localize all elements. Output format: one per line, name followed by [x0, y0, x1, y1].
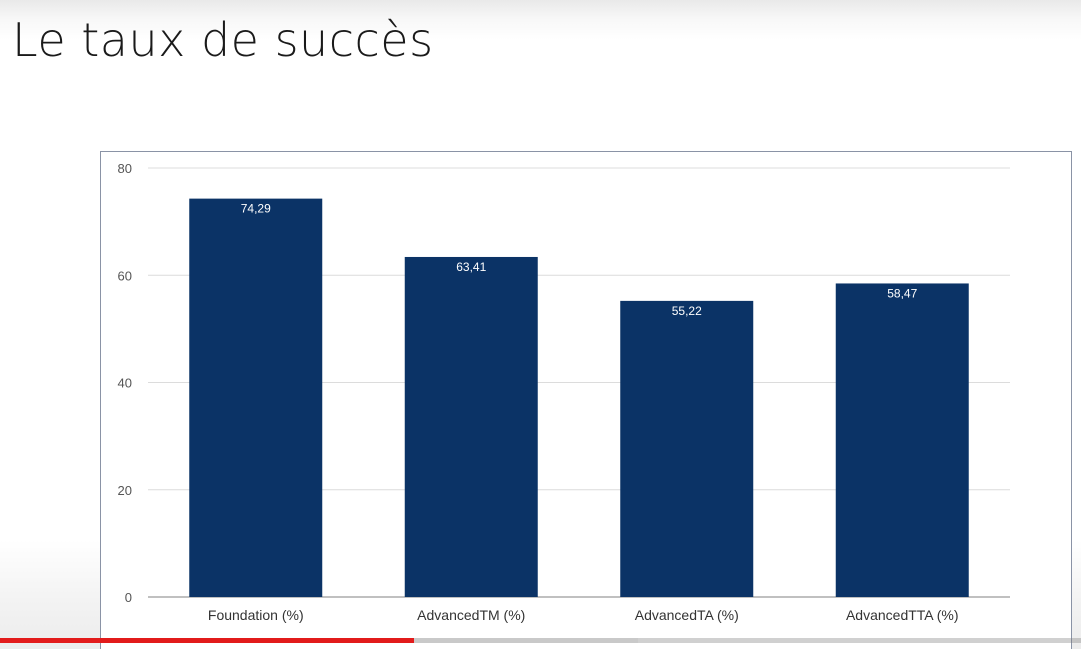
- x-axis-categories: Foundation (%) AdvancedTM (%) AdvancedTA (…: [208, 607, 959, 623]
- video-played-bar[interactable]: [0, 638, 415, 643]
- y-tick-label: 0: [125, 590, 132, 605]
- category-label: AdvancedTTA (%): [846, 607, 959, 623]
- data-label: 74,29: [241, 202, 271, 216]
- bar: [404, 256, 538, 597]
- y-tick-label: 60: [118, 268, 132, 283]
- data-label: 63,41: [456, 260, 486, 274]
- video-progress-bar[interactable]: [0, 638, 1081, 643]
- y-tick-label: 40: [118, 376, 132, 391]
- bar: [189, 198, 323, 597]
- y-tick-label: 20: [118, 483, 132, 498]
- category-label: Foundation (%): [208, 607, 304, 623]
- bars: [189, 198, 969, 597]
- y-axis-ticks: 0 20 40 60 80: [118, 161, 132, 605]
- data-label: 58,47: [887, 286, 917, 300]
- y-tick-label: 80: [118, 161, 132, 176]
- category-label: AdvancedTA (%): [635, 607, 739, 623]
- data-label: 55,22: [672, 304, 702, 318]
- category-label: AdvancedTM (%): [417, 607, 525, 623]
- slide-title: Le taux de succès: [12, 13, 434, 67]
- bar: [835, 283, 969, 597]
- data-labels: 74,29 63,41 55,22 58,47: [241, 202, 918, 318]
- bar: [620, 300, 754, 597]
